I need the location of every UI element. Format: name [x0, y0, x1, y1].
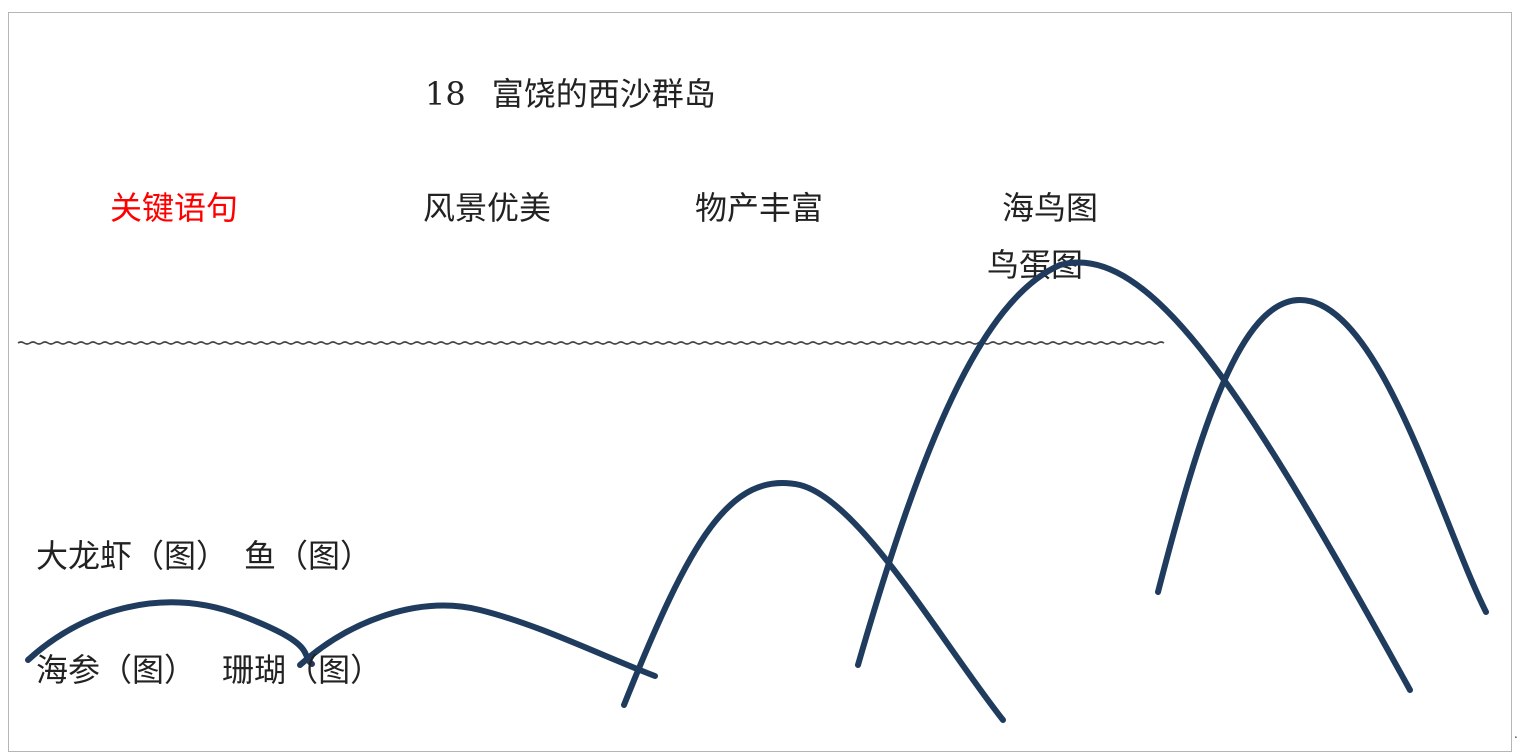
- items-row-seacucumber-coral: 海参（图） 珊瑚（图）: [36, 651, 383, 689]
- items-row-lobster-fish: 大龙虾（图） 鱼（图）: [36, 537, 373, 575]
- curve-2: [297, 602, 658, 679]
- wavy-divider-line: [17, 341, 1165, 345]
- diagram-lines: [17, 259, 1489, 723]
- category-seabird-picture: 海鸟图: [1002, 189, 1099, 227]
- lesson-title-text: 富饶的西沙群岛: [491, 75, 716, 113]
- category-scenery: 风景优美: [423, 189, 552, 227]
- lesson-number: 18: [425, 75, 466, 113]
- curve-5: [1155, 296, 1489, 615]
- category-products: 物产丰富: [695, 189, 824, 227]
- curve-4: [855, 259, 1413, 693]
- key-sentence-label: 关键语句: [110, 189, 239, 227]
- trailing-mark: .: [1514, 727, 1518, 741]
- curve-1: [25, 599, 315, 667]
- lesson-title: 18 富饶的西沙群岛: [425, 78, 716, 110]
- curve-3: [621, 480, 1006, 723]
